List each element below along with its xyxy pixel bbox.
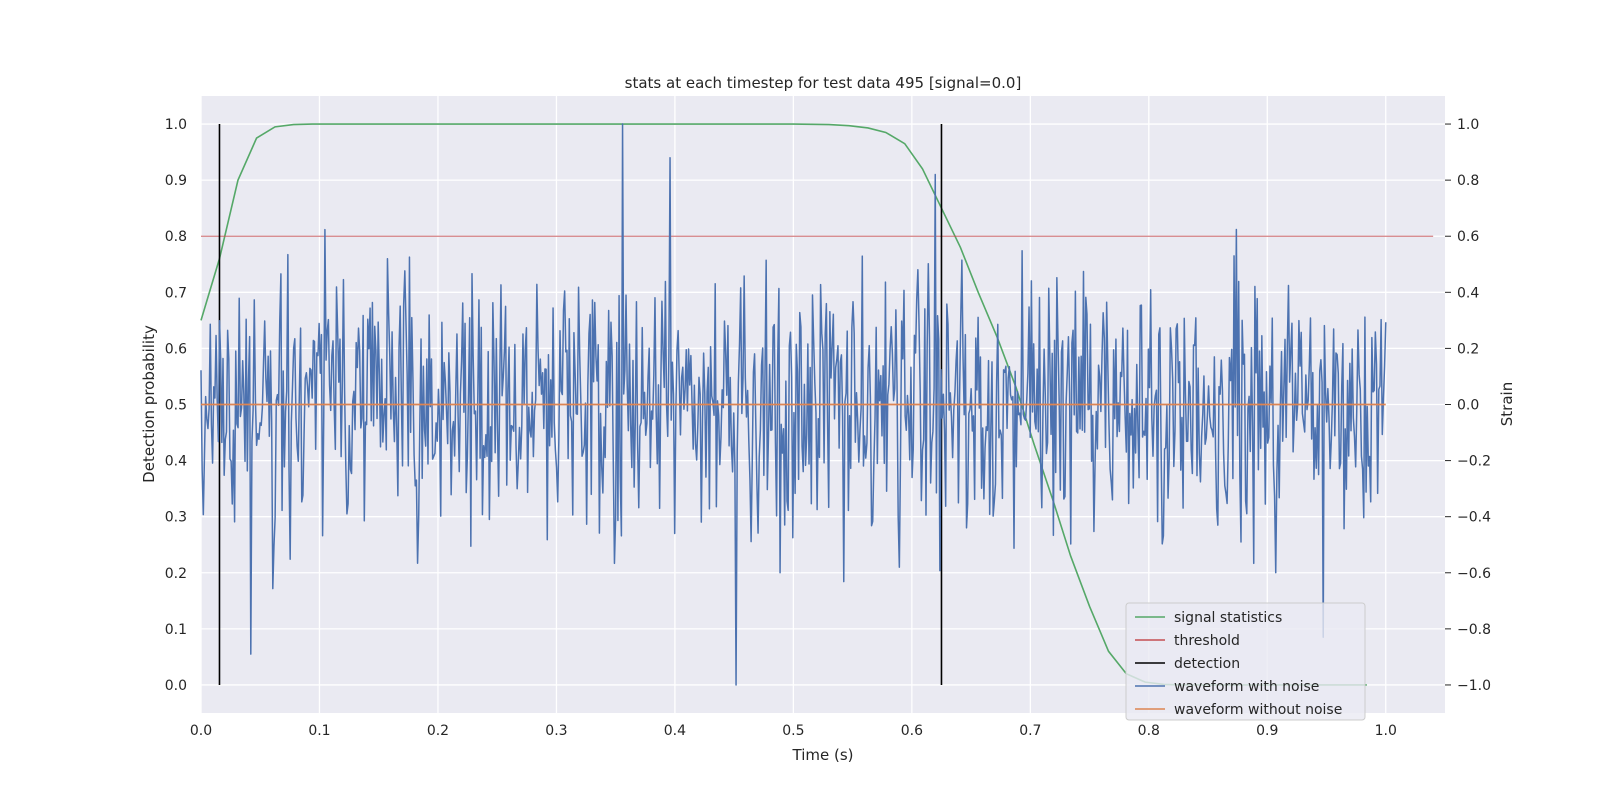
left-tick-label: 0.3	[165, 510, 187, 526]
right-tick-label: −0.4	[1457, 510, 1491, 526]
left-tick-labels: 0.0 0.1 0.2 0.3 0.4 0.5 0.6 0.7 0.8 0.9 1.0	[165, 117, 187, 694]
x-tick-label: 0.8	[1138, 723, 1160, 739]
legend-label-waveform-without-noise: waveform without noise	[1174, 702, 1342, 718]
x-tick-label: 0.1	[308, 723, 330, 739]
series-signal-statistics	[200, 123, 1367, 686]
left-tick-label: 0.9	[165, 173, 187, 189]
right-tick-label: −0.6	[1457, 566, 1491, 582]
left-tick-label: 0.2	[165, 566, 187, 582]
right-tick-label: −0.8	[1457, 622, 1491, 638]
left-tick-label: 0.4	[165, 454, 187, 470]
left-tick-label: 0.8	[165, 229, 187, 245]
x-tick-label: 0.3	[545, 723, 567, 739]
left-tick-label: 0.1	[165, 622, 187, 638]
x-tick-label: 1.0	[1375, 723, 1397, 739]
right-y-axis-label: Strain	[1498, 382, 1516, 426]
right-tick-label: 0.8	[1457, 173, 1479, 189]
x-tick-labels: 0.0 0.1 0.2 0.3 0.4 0.5 0.6 0.7 0.8 0.9 1.0	[190, 723, 1397, 739]
left-tick-label: 0.5	[165, 398, 187, 414]
x-tick-label: 0.4	[664, 723, 686, 739]
x-tick-label: 0.6	[901, 723, 923, 739]
x-axis-label: Time (s)	[792, 746, 854, 764]
chart-title: stats at each timestep for test data 495…	[625, 74, 1022, 92]
right-tick-label: 1.0	[1457, 117, 1479, 133]
series-layer	[200, 123, 1434, 686]
legend-label-signal-statistics: signal statistics	[1174, 610, 1282, 626]
left-tick-label: 0.7	[165, 285, 187, 301]
right-tick-label: −1.0	[1457, 678, 1491, 694]
right-tick-label: −0.2	[1457, 454, 1491, 470]
x-tick-label: 0.2	[427, 723, 449, 739]
legend: signal statistics threshold detection wa…	[1125, 602, 1366, 721]
legend-label-threshold: threshold	[1174, 633, 1240, 649]
legend-label-waveform-with-noise: waveform with noise	[1174, 679, 1319, 695]
legend-box	[1125, 602, 1366, 721]
left-tick-label: 1.0	[165, 117, 187, 133]
right-tick-label: 0.2	[1457, 341, 1479, 357]
left-y-axis-label: Detection probability	[140, 325, 158, 483]
right-tick-label: 0.4	[1457, 285, 1479, 301]
right-tick-label: 0.6	[1457, 229, 1479, 245]
x-tick-label: 0.9	[1256, 723, 1278, 739]
x-tick-label: 0.7	[1019, 723, 1041, 739]
right-tick-labels: −1.0 −0.8 −0.6 −0.4 −0.2 0.0 0.2 0.4 0.6 0.8 1.0	[1445, 117, 1491, 694]
left-tick-label: 0.0	[165, 678, 187, 694]
x-tick-label: 0.5	[782, 723, 804, 739]
series-waveform-with-noise	[200, 123, 1387, 686]
left-tick-label: 0.6	[165, 341, 187, 357]
x-tick-label: 0.0	[190, 723, 212, 739]
right-tick-label: 0.0	[1457, 398, 1479, 414]
legend-label-detection: detection	[1174, 656, 1240, 672]
